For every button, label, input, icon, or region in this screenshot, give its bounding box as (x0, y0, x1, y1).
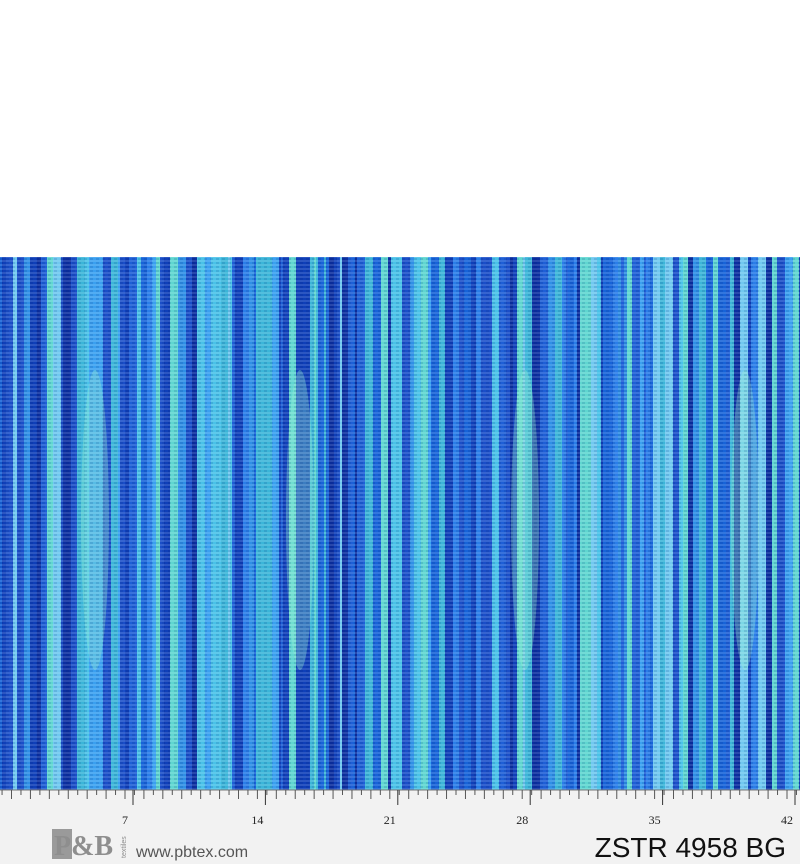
background (0, 0, 800, 257)
ruler-label: 28 (516, 813, 528, 827)
ruler-label: 14 (251, 813, 263, 827)
ruler-label: 7 (122, 813, 128, 827)
ruler: 7 14 21 28 35 42 (1, 790, 797, 827)
ruler-label: 42 (781, 813, 793, 827)
website: www.pbtex.com (135, 844, 248, 861)
logo-sub: textiles (121, 836, 128, 858)
ruler-label: 35 (649, 813, 661, 827)
ruler-label: 21 (384, 813, 396, 827)
weave-texture (0, 257, 800, 790)
logo-block (52, 829, 72, 859)
logo: P&B (54, 831, 113, 862)
product-code: ZSTR 4958 BG (595, 832, 786, 863)
